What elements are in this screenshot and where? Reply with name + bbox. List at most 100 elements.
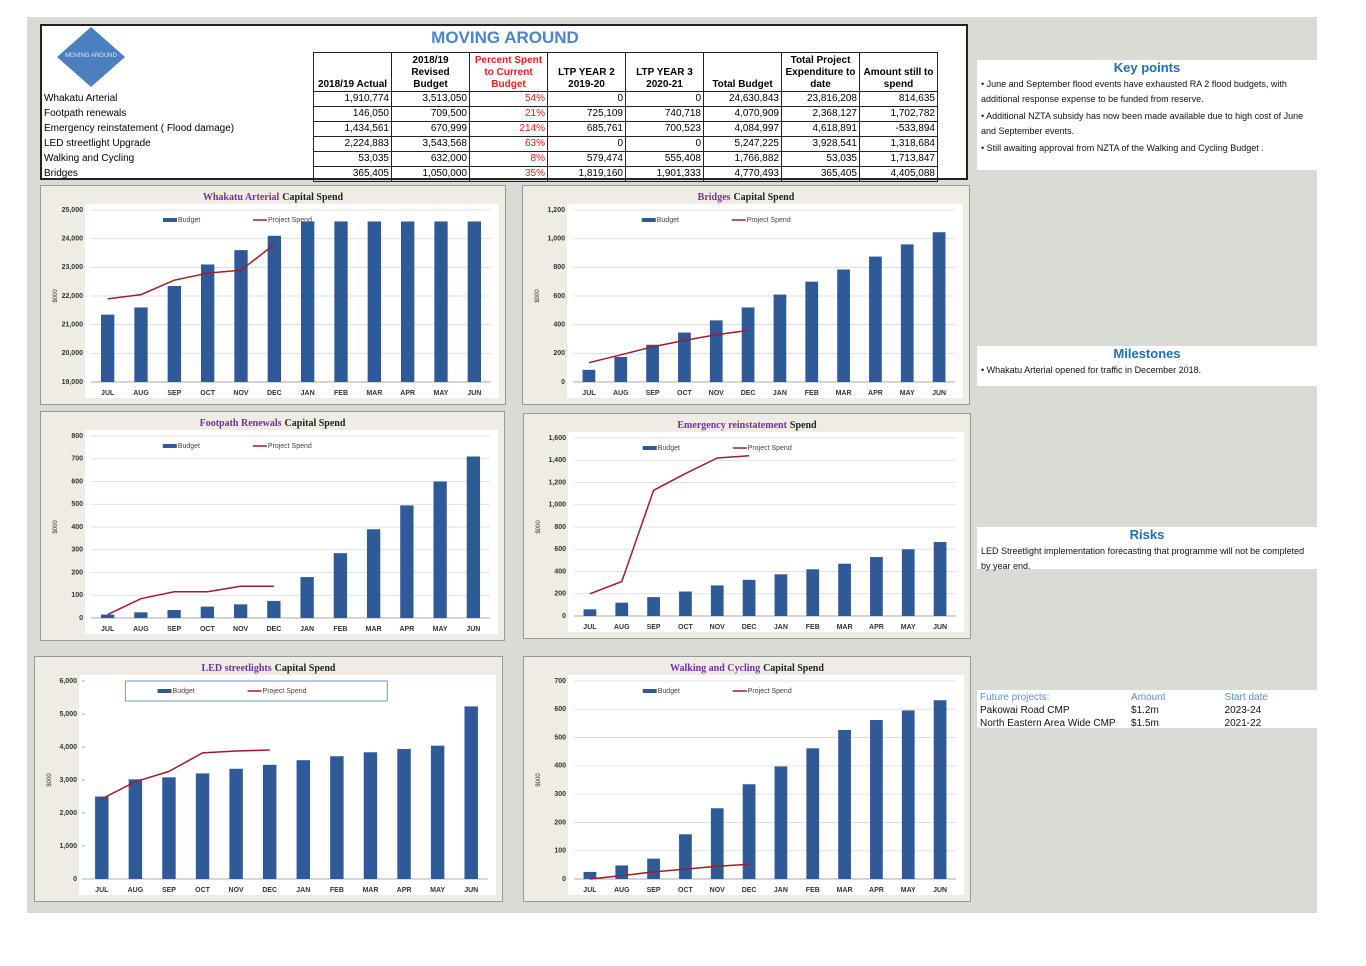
bar (401, 221, 415, 382)
table-cell: 709,500 (391, 106, 470, 122)
header-cell: Amount still to spend (859, 52, 938, 92)
bar (301, 221, 315, 382)
y-tick-label: 25,000 (62, 207, 84, 214)
bar (201, 264, 215, 382)
y-tick-label: 400 (553, 322, 565, 329)
y-tick-label: 1,200 (548, 479, 566, 486)
chart: Footpath Renewals Capital Spend $000 0 100 20… (53, 418, 498, 634)
bar (167, 610, 181, 618)
bar (773, 294, 787, 382)
bar (134, 612, 148, 618)
bar (267, 235, 281, 382)
table-cell: 3,513,050 (391, 91, 470, 107)
table-row: Whakatu Arterial 1,910,774 3,513,050 54% 0 0 2… (42, 91, 938, 107)
x-tick-label: DEC (262, 887, 277, 894)
bar (710, 585, 724, 616)
bar (870, 557, 883, 616)
table-cell: 53,035 (313, 151, 392, 167)
bar (267, 600, 281, 618)
bar (741, 307, 755, 382)
legend-label: Budget (178, 217, 200, 224)
x-tick-label: APR (397, 887, 412, 894)
bar (134, 307, 148, 382)
x-tick-label: FEB (330, 887, 344, 894)
x-tick-label: JUL (101, 626, 115, 633)
x-tick-label: APR (869, 624, 884, 631)
future-cell: 2023-24 (1224, 705, 1262, 716)
table-cell: 814,635 (859, 91, 938, 107)
chart-title-highlight: Walking and Cycling (670, 663, 760, 674)
bar (806, 569, 820, 616)
y-tick-label: 500 (71, 501, 83, 508)
y-tick-label: 600 (554, 546, 566, 553)
bar (615, 602, 629, 616)
table-cell: 2,224,883 (313, 136, 392, 152)
bar (870, 720, 883, 879)
bar (900, 244, 914, 382)
logo-diamond (57, 27, 125, 87)
table-cell: 146,050 (313, 106, 392, 122)
header-text: date (810, 79, 831, 90)
y-tick-label: 24,000 (62, 236, 84, 243)
table-cell: 4,405,088 (859, 166, 938, 182)
bar (162, 777, 176, 879)
panel-text: • June and September flood events have e… (981, 79, 1287, 104)
x-tick-label: SEP (162, 887, 176, 894)
x-tick-label: SEP (646, 390, 660, 397)
x-tick-label: FEB (334, 390, 348, 397)
bar (646, 344, 659, 382)
chart-box: Bridges Capital Spend $000 0 200 400 600 800 1,0… (522, 185, 970, 405)
x-tick-label: MAY (430, 887, 445, 894)
x-tick-label: MAR (837, 624, 853, 631)
bar (932, 232, 946, 382)
header-text: 2018/19 Actual (317, 79, 388, 90)
x-tick-label: JUL (583, 887, 597, 894)
header-text: Revised (411, 67, 450, 78)
table-cell: 1,702,782 (859, 106, 938, 122)
y-tick-label: 800 (553, 264, 565, 271)
x-tick-label: APR (868, 390, 883, 397)
y-tick-label: 22,000 (62, 293, 84, 300)
chart-title-rest: Capital Spend (285, 418, 346, 429)
bar (467, 221, 481, 382)
y-tick-label: 3,000 (59, 777, 77, 784)
summary-table: 2018/19 Actual 2018/19 Revised Budget Percen… (42, 52, 938, 182)
table-cell: 4,770,493 (703, 166, 782, 182)
table-cell: 0 (625, 91, 704, 107)
chart-title-rest: Capital Spend (733, 192, 794, 203)
legend-label: Budget (658, 688, 680, 695)
table-cell: 1,434,561 (313, 121, 392, 137)
table-cell: 579,474 (547, 151, 626, 167)
future-header: Future projects: Amount Start date (979, 692, 1315, 703)
header-text: Percent Spent (474, 55, 543, 66)
header-text: Total Budget (712, 79, 773, 90)
future-row: Pakowai Road CMP $1.2m 2023-24 (979, 705, 1315, 716)
bar (933, 542, 947, 616)
plot-background (79, 675, 496, 895)
chart-title: Footpath Renewals Capital Spend (200, 418, 346, 429)
milestones-panel: Milestones • Whakatu Arterial opened for … (977, 346, 1317, 386)
header-text: 2018/19 (412, 55, 449, 66)
bar (806, 748, 820, 879)
chart-title: LED streetlights Capital Spend (202, 663, 336, 674)
table-cell: 670,999 (391, 121, 470, 137)
x-tick-label: MAR (836, 390, 852, 397)
legend-label: Project Spend (268, 217, 312, 224)
y-tick-label: 6,000 (59, 678, 77, 685)
x-tick-label: MAY (433, 626, 448, 633)
x-tick-label: SEP (647, 624, 661, 631)
row-label: Walking and Cycling (44, 153, 135, 164)
table-cell: 2,368,127 (781, 106, 860, 122)
y-tick-label: 500 (554, 734, 566, 741)
bar (679, 834, 692, 879)
x-tick-label: OCT (677, 390, 693, 397)
future-cell: $1.5m (1131, 718, 1159, 729)
x-tick-label: AUG (133, 390, 149, 397)
future-cell: North Eastern Area Wide CMP (980, 718, 1116, 729)
x-tick-label: JUN (932, 390, 946, 397)
x-tick-label: MAY (900, 390, 915, 397)
bar (901, 710, 915, 879)
bar (709, 320, 723, 382)
legend-label: Budget (657, 217, 679, 224)
table-cell: 4,084,997 (703, 121, 782, 137)
